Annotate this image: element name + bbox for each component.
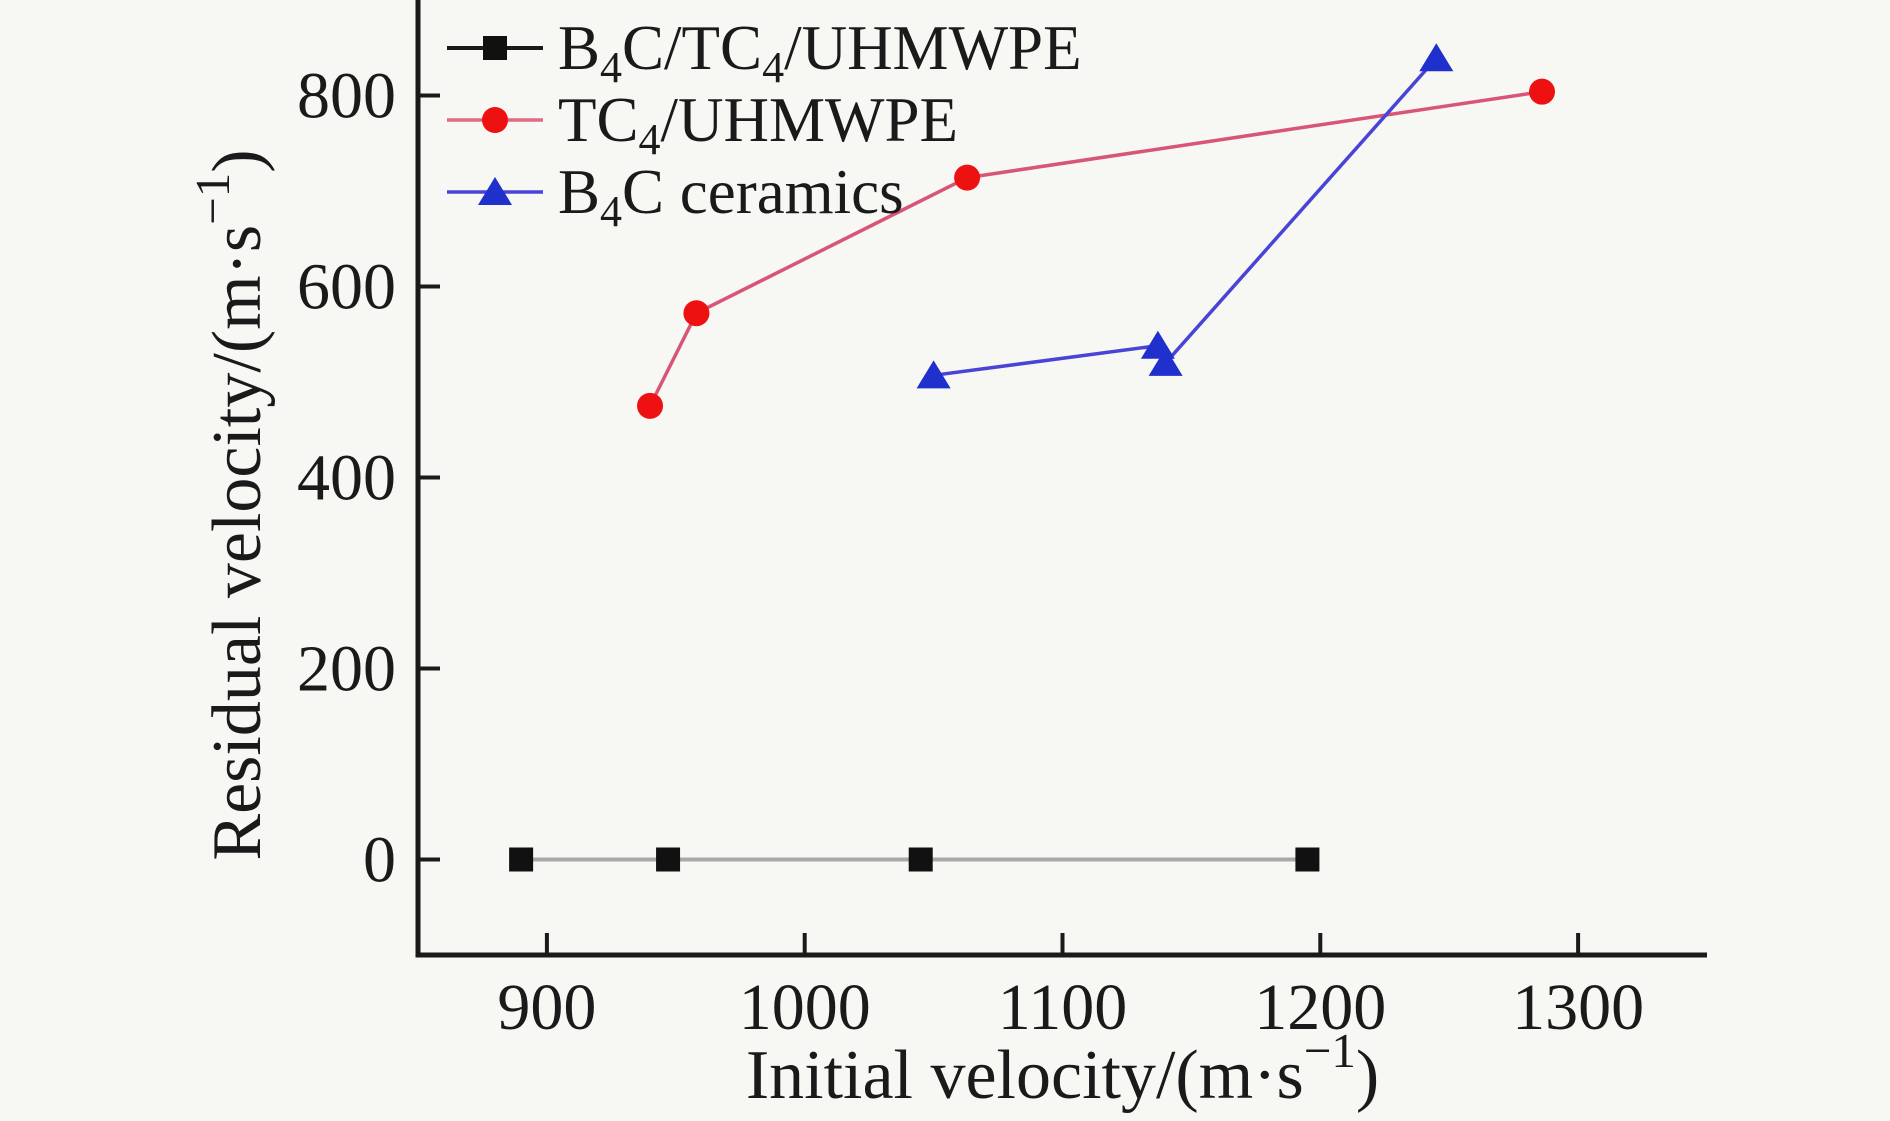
y-tick-label: 400 [297, 441, 396, 514]
series-b4c-ceramics [916, 43, 1454, 389]
marker-triangle-b4c-ceramics [1148, 347, 1183, 376]
marker-triangle-b4c-ceramics [1419, 43, 1454, 72]
marker-square-b4c-tc4-uhmwpe [656, 847, 681, 872]
legend-label: B4C ceramics [558, 157, 904, 236]
y-tick-label: 600 [297, 250, 396, 323]
y-tick-label: 0 [363, 823, 396, 896]
x-tick-label: 1300 [1512, 971, 1644, 1044]
legend-label: TC4/UHMWPE [558, 85, 958, 164]
legend-row-2: TC4/UHMWPE [447, 85, 958, 164]
x-tick-label: 1100 [998, 971, 1128, 1044]
legend-row-3: B4C ceramics [447, 157, 904, 236]
series-tc4-uhmwpe [637, 78, 1556, 419]
legend-label: B4C/TC4/UHMWPE [558, 13, 1082, 92]
marker-square-b4c-tc4-uhmwpe [908, 847, 933, 872]
legend-row-1: B4C/TC4/UHMWPE [447, 13, 1082, 92]
marker-circle-tc4-uhmwpe [1529, 78, 1556, 105]
x-axis-ticks: 900 1000 1100 1200 1300 [497, 933, 1644, 1044]
marker-circle-tc4-uhmwpe [637, 392, 664, 419]
marker-square-b4c-tc4-uhmwpe [509, 847, 534, 872]
y-axis-ticks: 0 200 400 600 800 [297, 59, 440, 896]
x-tick-label: 1000 [739, 971, 871, 1044]
marker-triangle-b4c-ceramics [916, 360, 951, 389]
marker-circle-tc4-uhmwpe [954, 164, 981, 191]
x-tick-label: 900 [497, 971, 596, 1044]
marker-circle-tc4-uhmwpe [683, 300, 710, 327]
y-tick-label: 200 [297, 632, 396, 705]
y-axis-title: Residual velocity/(m·s−1) [184, 149, 275, 860]
x-tick-label: 1200 [1254, 971, 1386, 1044]
series-line-tc4-uhmwpe [648, 89, 1543, 407]
legend-marker-square [483, 36, 507, 60]
x-axis-title: Initial velocity/(m·s−1) [746, 1022, 1379, 1113]
marker-square-b4c-tc4-uhmwpe [1295, 847, 1320, 872]
legend-marker-circle [482, 107, 508, 133]
y-tick-label: 800 [297, 59, 396, 132]
legend-marker-triangle [478, 177, 512, 205]
series-b4c-tc4-uhmwpe [509, 847, 1320, 872]
